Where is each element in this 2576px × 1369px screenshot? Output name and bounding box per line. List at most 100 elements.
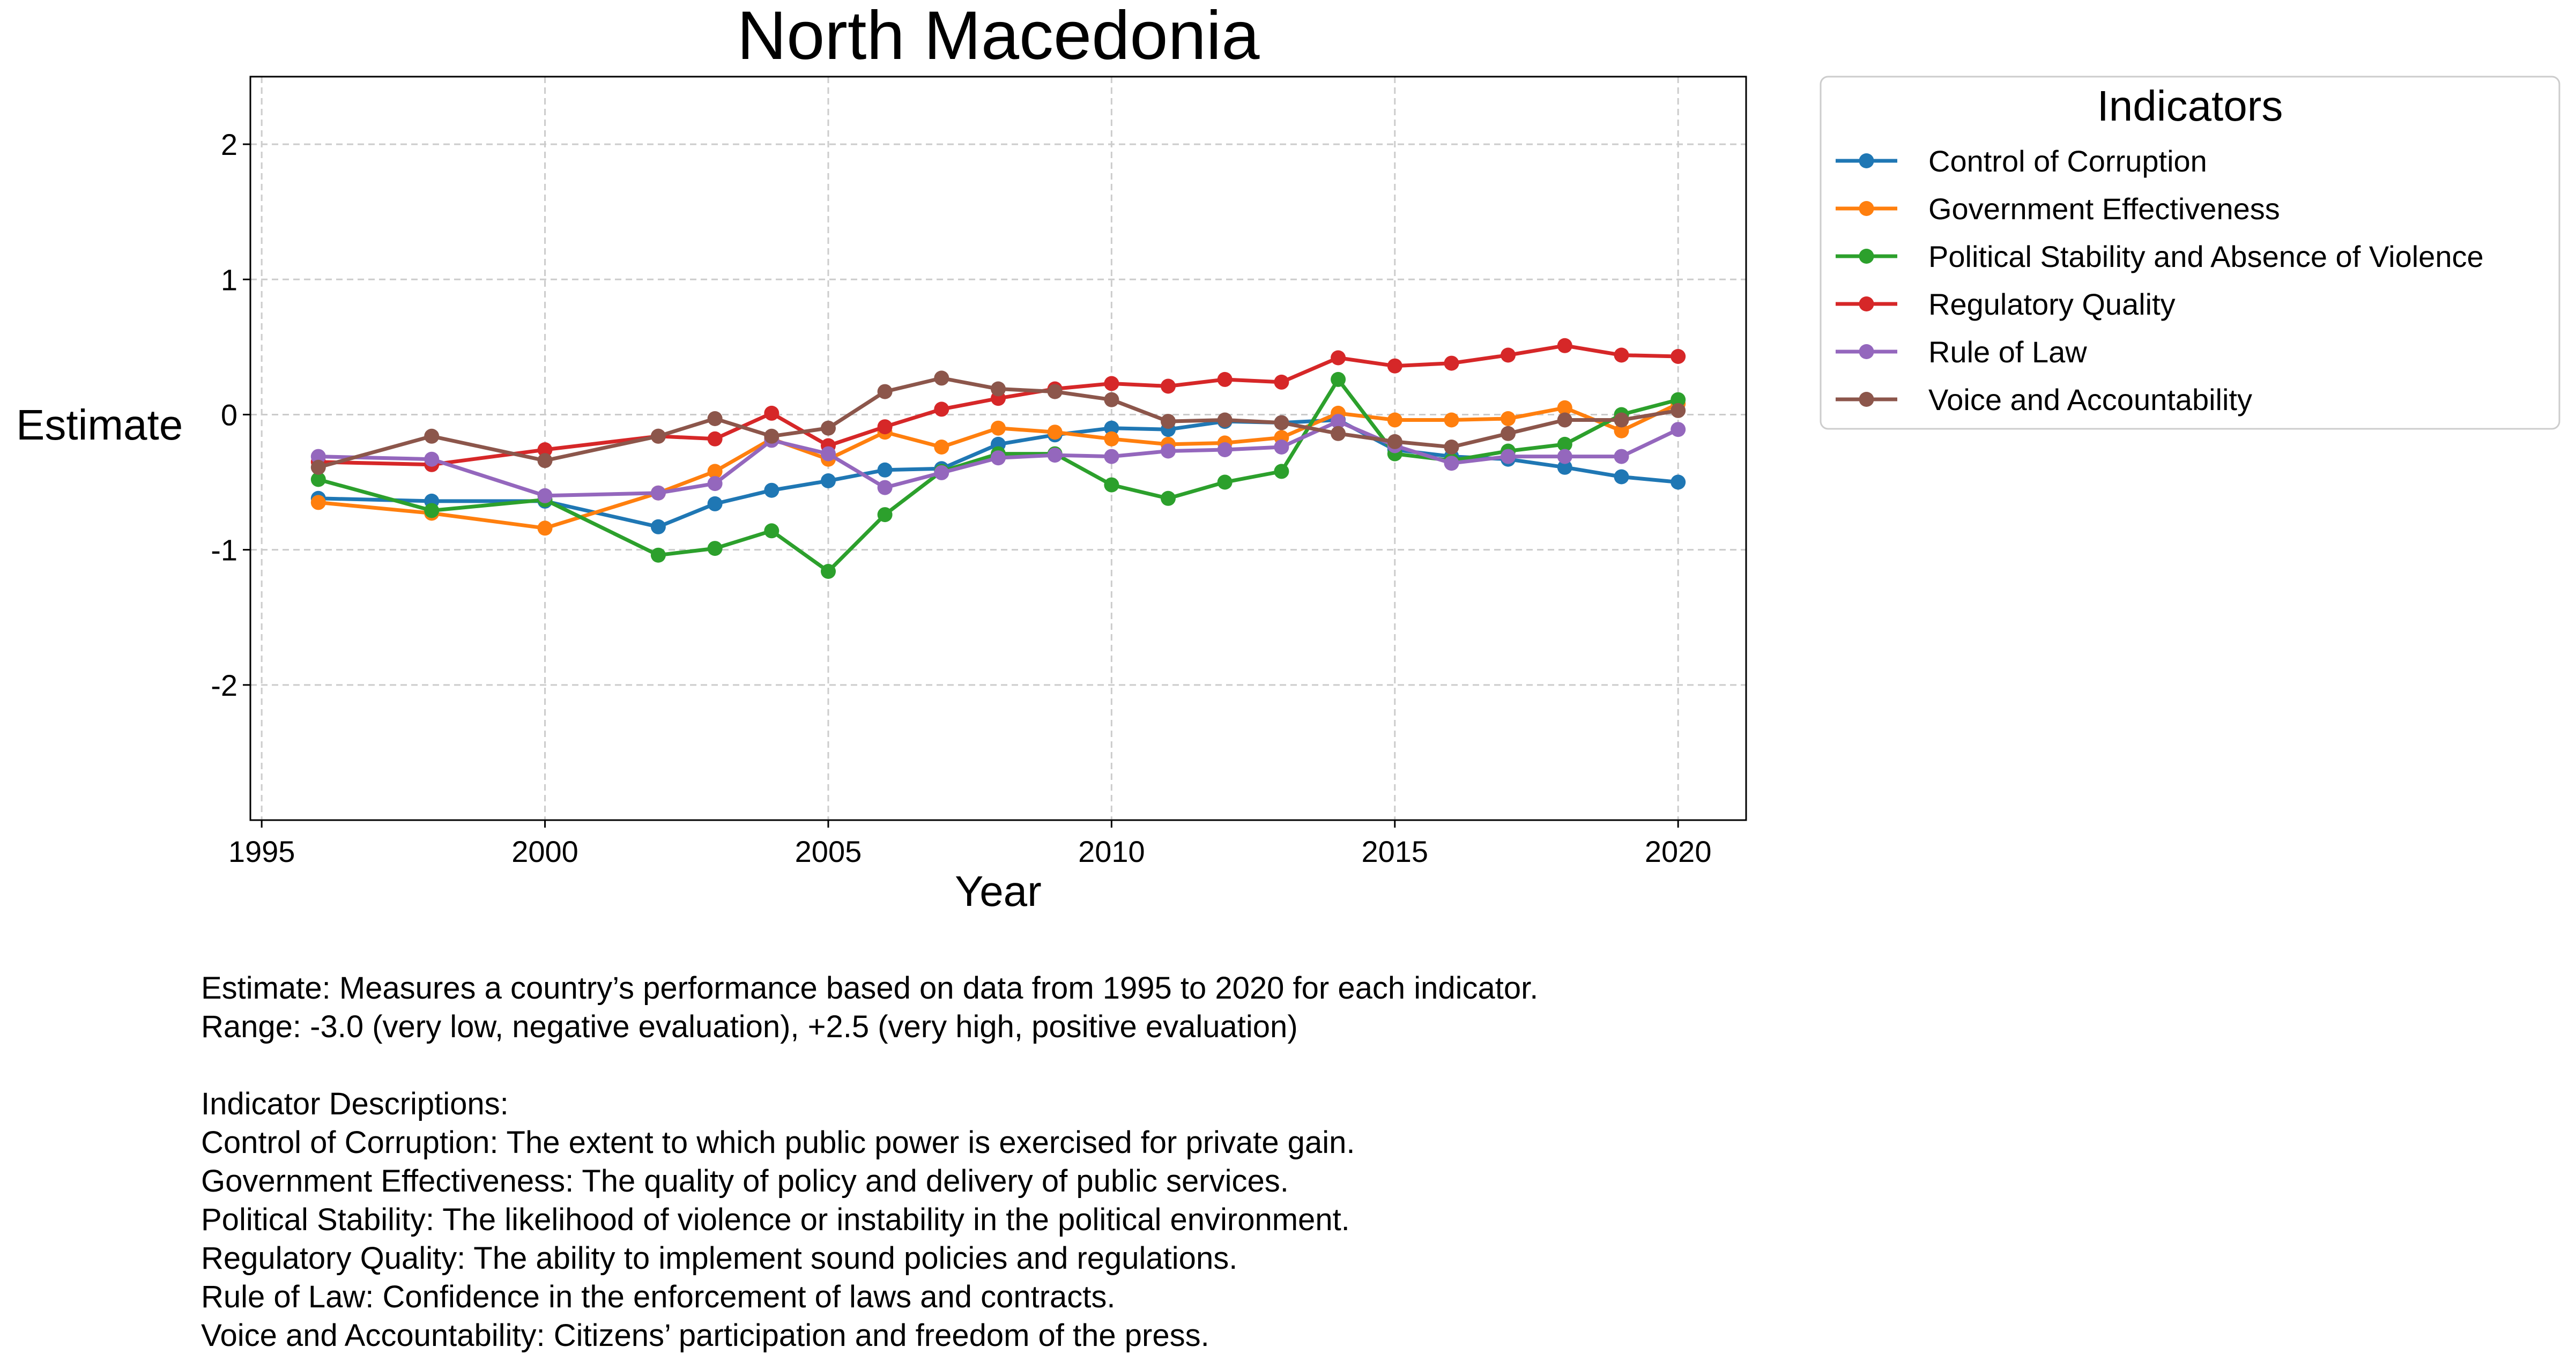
data-point-voice-and-accountability [821,420,836,436]
legend-swatch-marker [1859,392,1874,407]
data-point-rule-of-law [707,476,723,492]
legend-label: Control of Corruption [1928,144,2207,178]
note-gap [201,1046,2238,1085]
series-line-government-effectiveness [316,401,1680,530]
data-point-voice-and-accountability [1387,434,1402,449]
legend-title: Indicators [2097,82,2283,130]
data-point-regulatory-quality [1501,347,1516,363]
chart-title: North Macedonia [737,0,1260,74]
data-point-rule-of-law [310,449,326,464]
data-point-rule-of-law [934,465,949,480]
data-point-government-effectiveness [1047,425,1063,440]
legend-swatch-marker [1859,201,1874,216]
note-control-of-corruption: Control of Corruption: The extent to whi… [201,1125,1355,1160]
note-rule-of-law: Rule of Law: Confidence in the enforceme… [201,1279,1116,1314]
data-point-control-of-corruption [650,519,666,534]
data-point-regulatory-quality [1671,349,1686,364]
data-point-rule-of-law [1047,448,1063,463]
y-axis-ticks: -2 -1 0 1 2 [211,128,250,702]
x-tick-label: 2010 [1078,835,1145,868]
data-point-political-stability-and-absence-of-violence [1161,490,1176,506]
note-political-stability: Political Stability: The likelihood of v… [201,1202,1350,1237]
data-point-rule-of-law [424,451,440,467]
data-point-voice-and-accountability [934,370,949,386]
series-government-effectiveness [310,396,1686,536]
y-tick-label: 2 [221,128,237,161]
x-axis-ticks: 1995 2000 2005 2010 2015 2020 [228,820,1712,868]
legend-item: Government Effectiveness [1836,192,2280,226]
data-point-government-effectiveness [707,464,723,479]
y-tick-label: 1 [221,263,237,296]
legend-swatch-marker [1859,344,1874,359]
legend-label: Government Effectiveness [1928,192,2280,226]
data-point-government-effectiveness [537,520,553,536]
data-point-voice-and-accountability [1331,426,1346,441]
data-point-rule-of-law [537,488,553,503]
data-point-voice-and-accountability [1444,440,1459,455]
data-point-regulatory-quality [707,431,723,447]
legend-item: Regulatory Quality [1836,287,2176,321]
note-range: Range: -3.0 (very low, negative evaluati… [201,1009,1298,1044]
data-point-rule-of-law [877,480,893,495]
data-point-political-stability-and-absence-of-violence [1557,436,1572,452]
data-point-voice-and-accountability [310,459,326,475]
data-point-control-of-corruption [1671,474,1686,490]
data-point-regulatory-quality [877,419,893,435]
legend-items: Control of Corruption Government Effectiv… [1836,144,2484,416]
data-point-rule-of-law [1331,414,1346,429]
data-point-control-of-corruption [764,482,780,498]
data-point-rule-of-law [1104,449,1119,464]
x-tick-label: 1995 [228,835,295,868]
data-point-rule-of-law [1217,442,1233,457]
data-point-regulatory-quality [1274,374,1289,390]
legend-item: Control of Corruption [1836,144,2207,178]
note-estimate: Estimate: Measures a country’s performan… [201,971,1539,1006]
y-tick-label: -1 [211,533,237,567]
note-voice-and-accountability: Voice and Accountability: Citizens’ part… [201,1318,1209,1353]
data-point-regulatory-quality [1331,350,1346,366]
data-point-regulatory-quality [1444,355,1459,371]
data-point-control-of-corruption [1557,459,1572,475]
data-point-government-effectiveness [1104,431,1119,447]
data-point-political-stability-and-absence-of-violence [424,503,440,518]
data-point-political-stability-and-absence-of-violence [821,564,836,579]
data-point-political-stability-and-absence-of-violence [707,541,723,556]
data-point-government-effectiveness [1387,412,1402,428]
data-point-regulatory-quality [537,442,553,457]
data-point-political-stability-and-absence-of-violence [1274,464,1289,479]
data-point-voice-and-accountability [1557,412,1572,428]
data-point-voice-and-accountability [537,453,553,468]
x-axis-label: Year [955,867,1042,915]
data-point-rule-of-law [1557,449,1572,464]
note-descriptions-heading: Indicator Descriptions: [201,1087,509,1121]
series-line-regulatory-quality [316,344,1680,467]
data-point-rule-of-law [650,485,666,501]
data-point-voice-and-accountability [877,384,893,399]
data-point-rule-of-law [1444,456,1459,471]
data-point-government-effectiveness [1501,411,1516,426]
series-line-control-of-corruption [316,418,1680,529]
legend-label: Political Stability and Absence of Viole… [1928,240,2484,273]
legend-swatch-marker [1859,296,1874,311]
data-point-voice-and-accountability [1217,412,1233,428]
data-point-voice-and-accountability [650,428,666,444]
x-tick-label: 2015 [1361,835,1428,868]
data-point-regulatory-quality [1557,338,1572,353]
legend-item: Political Stability and Absence of Viole… [1836,240,2484,273]
data-point-voice-and-accountability [764,428,780,444]
data-point-regulatory-quality [1614,347,1629,363]
data-point-regulatory-quality [1387,358,1402,374]
note-regulatory-quality: Regulatory Quality: The ability to imple… [201,1241,1238,1276]
data-point-political-stability-and-absence-of-violence [1331,371,1346,387]
x-tick-label: 2020 [1645,835,1712,868]
chart-notes: Estimate: Measures a country’s performan… [201,969,2238,1355]
plot-frame [249,76,1747,821]
data-point-regulatory-quality [1104,376,1119,391]
data-point-government-effectiveness [934,440,949,455]
data-point-political-stability-and-absence-of-violence [650,547,666,563]
legend-label: Regulatory Quality [1928,287,2176,321]
data-point-voice-and-accountability [707,411,723,426]
data-point-voice-and-accountability [1161,414,1176,429]
data-point-government-effectiveness [1444,412,1459,428]
